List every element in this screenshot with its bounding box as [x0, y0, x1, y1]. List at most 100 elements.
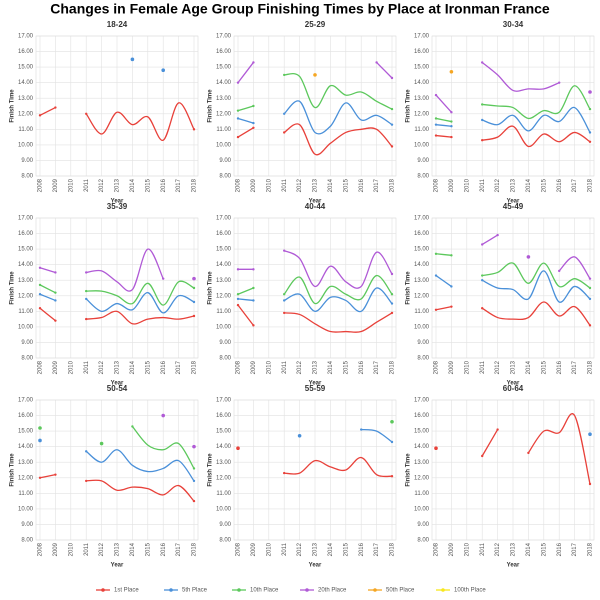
y-tick-label: 10.00 — [18, 142, 34, 148]
point — [390, 311, 394, 315]
x-tick-label: 2014 — [130, 178, 136, 192]
x-tick-label: 2013 — [115, 542, 121, 556]
point — [481, 139, 484, 142]
x-axis-label: Year — [507, 563, 520, 569]
x-tick-label: 2009 — [251, 178, 257, 192]
x-tick-label: 2008 — [434, 178, 440, 192]
x-tick-label: 2012 — [99, 542, 105, 556]
point — [252, 61, 255, 64]
y-tick-label: 14.00 — [414, 444, 430, 450]
panel-title: 40-44 — [305, 202, 326, 211]
point — [130, 57, 135, 62]
point — [85, 317, 88, 321]
point — [85, 271, 88, 274]
point — [283, 131, 286, 134]
point — [449, 69, 454, 74]
y-tick-label: 12.00 — [414, 111, 430, 117]
point — [481, 279, 484, 282]
point — [450, 305, 453, 308]
y-tick-label: 13.00 — [414, 96, 430, 102]
point — [192, 479, 196, 483]
x-tick-label: 2008 — [236, 542, 242, 556]
y-tick-label: 11.00 — [414, 491, 429, 497]
point — [588, 297, 592, 301]
y-tick-label: 14.00 — [18, 262, 34, 268]
point — [496, 428, 499, 431]
point — [390, 293, 394, 296]
point — [161, 68, 165, 73]
point — [481, 274, 484, 277]
point — [236, 303, 240, 307]
x-tick-label: 2013 — [313, 360, 319, 374]
x-tick-label: 2015 — [541, 542, 547, 556]
y-axis-label: Finish Time — [10, 271, 16, 305]
y-tick-label: 10.00 — [216, 324, 232, 330]
y-tick-label: 9.00 — [219, 522, 231, 528]
point — [450, 120, 453, 123]
point — [588, 131, 592, 134]
x-tick-label: 2012 — [495, 360, 501, 374]
point — [450, 285, 453, 288]
panel-title: 45-49 — [503, 202, 524, 211]
y-tick-label: 9.00 — [219, 340, 231, 346]
y-tick-label: 14.00 — [414, 262, 430, 268]
x-tick-label: 2008 — [434, 360, 440, 374]
point — [85, 112, 88, 115]
point — [54, 271, 57, 274]
y-tick-label: 13.00 — [216, 460, 232, 466]
x-tick-label: 2015 — [343, 360, 349, 374]
y-axis-label: Finish Time — [406, 453, 412, 487]
x-axis-label: Year — [309, 381, 322, 387]
y-tick-label: 11.00 — [216, 491, 231, 497]
y-tick-label: 17.00 — [216, 216, 232, 222]
panel-title: 18-24 — [107, 20, 128, 29]
x-tick-label: 2018 — [390, 360, 396, 374]
point — [481, 61, 484, 64]
x-tick-label: 2009 — [53, 542, 59, 556]
point — [192, 286, 196, 290]
x-tick-label: 2017 — [374, 360, 380, 374]
point — [162, 277, 165, 280]
point — [252, 121, 255, 125]
y-tick-label: 12.00 — [216, 475, 232, 481]
y-tick-label: 10.00 — [216, 142, 232, 148]
legend-dot — [169, 588, 173, 592]
x-tick-label: 2012 — [495, 542, 501, 556]
y-tick-label: 13.00 — [216, 278, 232, 284]
x-tick-label: 2016 — [359, 542, 365, 556]
point — [252, 286, 255, 290]
point — [588, 140, 592, 143]
x-tick-label: 2014 — [130, 542, 136, 556]
x-tick-label: 2016 — [557, 542, 563, 556]
y-tick-label: 11.00 — [216, 309, 231, 315]
y-tick-label: 15.00 — [216, 65, 232, 71]
y-tick-label: 16.00 — [18, 413, 34, 419]
x-tick-label: 2010 — [464, 542, 470, 556]
panel-title: 50-54 — [107, 384, 128, 393]
x-tick-label: 2010 — [68, 178, 74, 192]
plot-frame — [35, 35, 199, 177]
y-tick-label: 16.00 — [18, 49, 34, 55]
legend-dot — [101, 588, 105, 592]
y-tick-label: 13.00 — [216, 96, 232, 102]
y-tick-label: 8.00 — [417, 538, 429, 544]
point — [390, 145, 394, 148]
x-axis-label: Year — [111, 199, 124, 205]
x-axis-label: Year — [309, 563, 322, 569]
x-tick-label: 2012 — [99, 178, 105, 192]
y-tick-label: 9.00 — [21, 340, 33, 346]
y-axis-label: Finish Time — [406, 271, 412, 305]
y-tick-label: 12.00 — [18, 293, 34, 299]
x-tick-label: 2015 — [541, 178, 547, 192]
point — [450, 254, 453, 257]
y-tick-label: 8.00 — [21, 174, 33, 180]
y-axis-label: Finish Time — [208, 271, 214, 305]
point — [236, 109, 240, 112]
y-tick-label: 15.00 — [18, 247, 34, 253]
point — [481, 103, 484, 106]
y-tick-label: 9.00 — [417, 522, 429, 528]
y-tick-label: 17.00 — [18, 216, 34, 222]
x-tick-label: 2014 — [328, 360, 334, 374]
